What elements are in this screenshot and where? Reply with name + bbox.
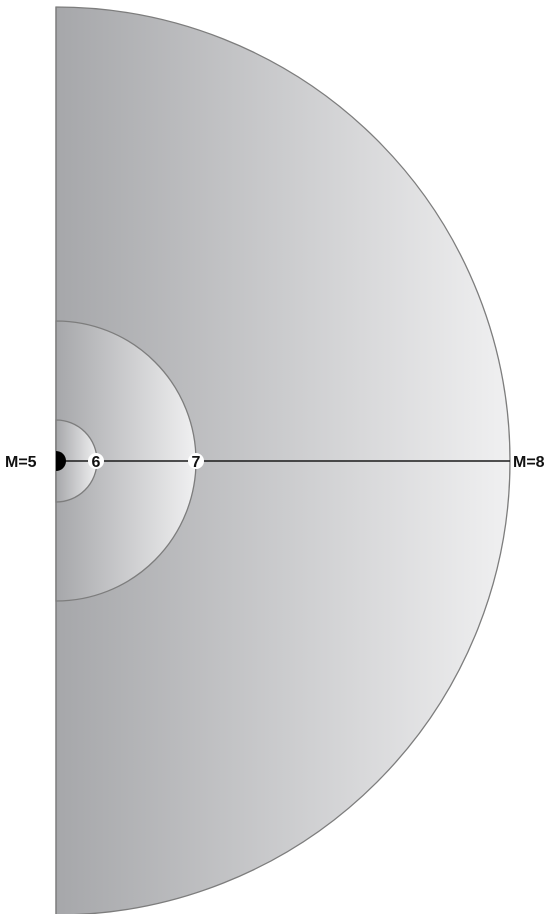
label-m5: M=5 — [5, 454, 37, 471]
label-7-background — [188, 453, 204, 469]
label-6-background — [88, 453, 104, 469]
m5-dot — [56, 451, 66, 471]
label-6: 6 — [92, 454, 101, 471]
label-m8: M=8 — [513, 454, 545, 471]
label-7: 7 — [192, 454, 201, 471]
